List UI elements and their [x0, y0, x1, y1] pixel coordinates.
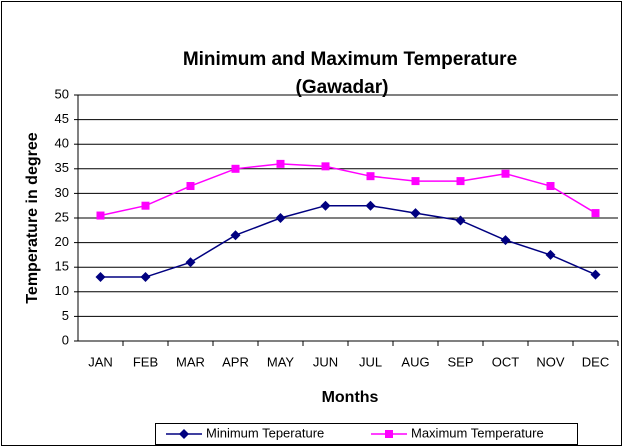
chart-title: Minimum and Maximum Temperature — [183, 49, 517, 70]
y-tick-label: 5 — [62, 308, 69, 323]
series-line — [100, 163, 596, 217]
data-point — [231, 164, 240, 173]
legend-label: Maximum Temperature — [411, 425, 544, 440]
legend-marker — [179, 429, 189, 439]
data-point — [96, 211, 105, 220]
x-tick-label: JUL — [359, 354, 382, 369]
data-point — [456, 177, 465, 186]
data-point — [500, 235, 511, 246]
data-point — [185, 257, 196, 268]
x-tick-label: NOV — [536, 354, 565, 369]
y-tick-label: 50 — [55, 86, 69, 101]
data-point — [321, 162, 330, 171]
x-tick-label: MAY — [267, 354, 295, 369]
data-point — [276, 159, 285, 168]
data-point — [455, 215, 466, 226]
data-point — [501, 169, 510, 178]
data-point — [320, 200, 331, 211]
y-tick-label: 30 — [55, 185, 69, 200]
y-tick-label: 20 — [55, 234, 69, 249]
data-point — [141, 201, 150, 210]
legend-marker — [385, 430, 393, 438]
x-tick-label: JUN — [313, 354, 338, 369]
y-tick-label: 25 — [55, 209, 69, 224]
y-tick-label: 0 — [62, 332, 69, 347]
data-point — [590, 269, 601, 280]
data-point — [95, 272, 106, 283]
legend-label: Minimum Teperature — [206, 425, 324, 440]
y-tick-label: 10 — [55, 283, 69, 298]
y-tick-label: 35 — [55, 160, 69, 175]
y-tick-label: 40 — [55, 136, 69, 151]
x-tick-label: SEP — [447, 354, 473, 369]
x-tick-label: JAN — [88, 354, 113, 369]
x-tick-label: APR — [222, 354, 249, 369]
x-tick-label: MAR — [176, 354, 205, 369]
data-point — [230, 230, 241, 241]
x-axis-title: Months — [322, 389, 379, 406]
data-point — [410, 208, 421, 219]
chart-subtitle: (Gawadar) — [296, 77, 389, 98]
y-axis-title: Temperature in degree — [24, 132, 41, 303]
x-tick-label: OCT — [492, 354, 520, 369]
data-point — [366, 172, 375, 181]
legend-box — [155, 423, 578, 445]
series-line — [100, 204, 596, 278]
data-point — [411, 177, 420, 186]
data-point — [591, 209, 600, 218]
data-point — [546, 182, 555, 191]
x-tick-label: FEB — [133, 354, 158, 369]
data-point — [140, 272, 151, 283]
y-tick-label: 15 — [55, 259, 69, 274]
y-tick-label: 45 — [55, 111, 69, 126]
data-point — [545, 249, 556, 260]
x-tick-label: AUG — [401, 354, 429, 369]
data-point — [186, 182, 195, 191]
data-point — [275, 213, 286, 223]
data-point — [365, 200, 376, 211]
x-tick-label: DEC — [582, 354, 609, 369]
